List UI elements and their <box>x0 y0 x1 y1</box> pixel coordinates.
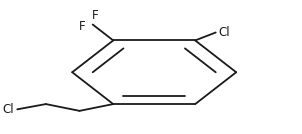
Text: Cl: Cl <box>218 26 230 39</box>
Text: F: F <box>92 9 98 22</box>
Text: Cl: Cl <box>3 103 14 116</box>
Text: F: F <box>79 20 85 33</box>
